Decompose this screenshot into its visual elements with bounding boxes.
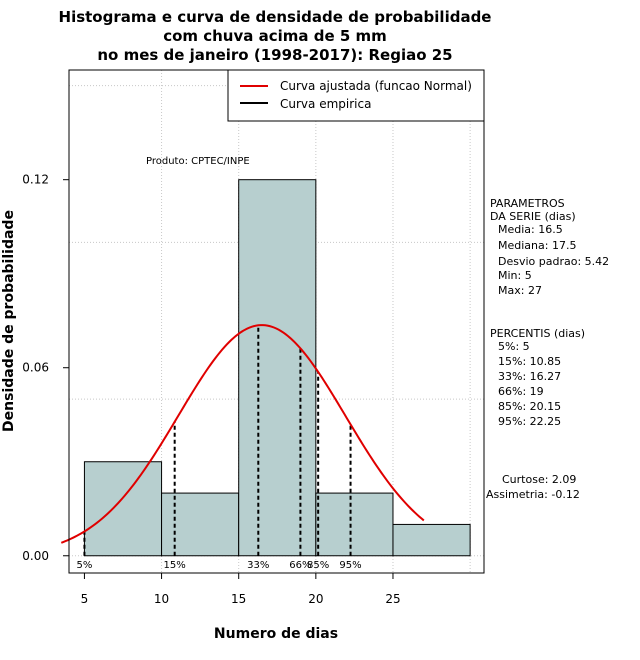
percentil-5: 5%: 5 [498, 340, 530, 353]
percentil-15: 15%: 10.85 [498, 355, 561, 368]
histogram-bar [238, 179, 317, 557]
percentile-labels: 5% 15% 33% 66%85% 95% [76, 560, 361, 571]
legend: Curva ajustada (funcao Normal) Curva emp… [227, 69, 485, 122]
x-axis-title: Numero de dias [214, 626, 338, 642]
histogram-bar [83, 461, 163, 557]
legend-empirical-label: Curva empirica [280, 97, 371, 111]
percentis-panel: PERCENTIS (dias) 5%: 5 15%: 10.85 33%: 1… [490, 327, 585, 428]
x-tick-label: 5 [81, 592, 89, 606]
percentis-header: PERCENTIS (dias) [490, 327, 585, 340]
x-tick-label: 10 [154, 592, 169, 606]
percentile-label: 33% [247, 560, 269, 571]
chart-title-line-3: no mes de janeiro (1998-2017): Regiao 25 [97, 46, 452, 64]
percentile-lines [83, 325, 352, 556]
parametro-min: Min: 5 [498, 269, 532, 282]
chart-title-line-2: com chuva acima de 5 mm [163, 27, 387, 45]
chart-title-line-1: Histograma e curva de densidade de proba… [59, 8, 492, 26]
x-tick-label: 15 [231, 592, 246, 606]
curtose-value: Curtose: 2.09 [502, 473, 576, 486]
percentil-33: 33%: 16.27 [498, 370, 561, 383]
y-axis-title: Densidade de probabilidade [1, 210, 17, 432]
x-tick-label: 20 [308, 592, 323, 606]
parametros-header: PARAMETROS [490, 197, 565, 210]
parametros-subheader: DA SERIE (dias) [490, 210, 576, 223]
product-annotation: Produto: CPTEC/INPE [146, 156, 250, 167]
assimetria-value: Assimetria: -0.12 [486, 488, 580, 501]
y-tick-label: 0.06 [22, 361, 49, 375]
parametro-media: Media: 16.5 [498, 223, 563, 236]
histogram-bar [392, 523, 471, 557]
percentile-label: 95% [339, 560, 361, 571]
percentil-85: 85%: 20.15 [498, 400, 561, 413]
percentil-66: 66%: 19 [498, 385, 544, 398]
x-tick-label: 25 [385, 592, 400, 606]
parametro-desvio: Desvio padrao: 5.42 [498, 255, 609, 268]
percentil-95: 95%: 22.25 [498, 415, 561, 428]
parametro-mediana: Mediana: 17.5 [498, 239, 576, 252]
y-tick-label: 0.12 [22, 173, 49, 187]
legend-box [227, 69, 485, 122]
percentile-label: 66% [289, 560, 311, 571]
legend-normal-label: Curva ajustada (funcao Normal) [280, 79, 472, 93]
y-tick-label: 0.00 [22, 549, 49, 563]
percentile-label: 85% [307, 560, 329, 571]
histogram-bar [315, 492, 394, 557]
histogram-bar [161, 492, 240, 557]
y-axis: 0.00 0.06 0.12 [22, 173, 69, 563]
parametros-panel: PARAMETROS DA SERIE (dias) Media: 16.5 M… [490, 197, 609, 297]
histogram-bars [83, 179, 471, 557]
percentile-label: 15% [164, 560, 186, 571]
normal-curve-line [60, 324, 425, 544]
x-axis: 5 10 15 20 25 [81, 573, 401, 606]
normal-curve [60, 324, 425, 544]
parametro-max: Max: 27 [498, 284, 542, 297]
percentile-label: 5% [76, 560, 92, 571]
